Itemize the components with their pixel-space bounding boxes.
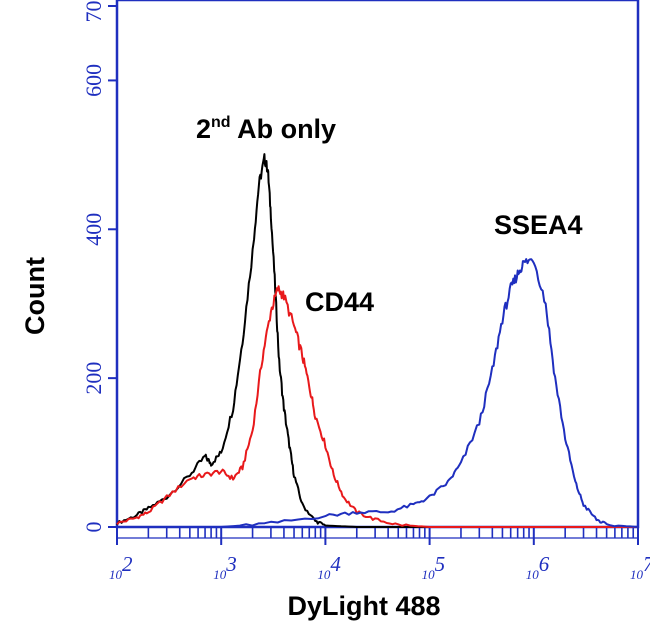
x-tick-label-base: 10 <box>317 567 331 582</box>
series-line <box>116 285 638 528</box>
x-tick-label-base: 10 <box>422 567 436 582</box>
x-tick-label: 107 <box>630 552 650 582</box>
y-tick-label: 600 <box>81 64 106 97</box>
x-tick-label: 104 <box>317 552 341 582</box>
y-tick-label: 200 <box>81 362 106 395</box>
annotation-2nd-ab-only: 2nd Ab only <box>196 114 336 144</box>
y-tick-label: 400 <box>81 213 106 246</box>
y-tick-label: 700 <box>81 0 106 23</box>
annotation-2nd-ab-only-num: 2 <box>196 114 211 144</box>
series-line <box>116 153 638 528</box>
x-tick-label: 105 <box>422 552 446 582</box>
plot-area: 0200400600700102103104105106107 <box>81 0 650 582</box>
series-line <box>117 258 639 528</box>
x-tick-label-exponent: 7 <box>643 552 650 576</box>
annotation-cd44: CD44 <box>305 287 374 317</box>
annotation-2nd-ab-only-rest: Ab only <box>231 114 337 144</box>
y-axis-label: Count <box>20 257 50 335</box>
x-tick-label-base: 10 <box>630 567 644 582</box>
x-tick-label-exponent: 5 <box>435 552 446 576</box>
x-tick-label-base: 10 <box>109 567 123 582</box>
x-tick-label: 103 <box>213 552 237 582</box>
x-axis-label: DyLight 488 <box>287 591 440 621</box>
x-tick-label-exponent: 3 <box>225 552 237 576</box>
x-tick-label: 102 <box>109 552 133 582</box>
annotation-2nd-ab-only-sup: nd <box>211 114 231 131</box>
x-tick-label-exponent: 2 <box>122 552 133 576</box>
plot-frame <box>115 0 640 529</box>
x-tick-label-exponent: 6 <box>539 552 550 576</box>
x-tick-label: 106 <box>526 552 550 582</box>
y-tick-label: 0 <box>81 522 106 533</box>
x-tick-label-base: 10 <box>213 567 227 582</box>
x-tick-label-base: 10 <box>526 567 540 582</box>
annotation-ssea4: SSEA4 <box>494 210 583 240</box>
x-tick-label-exponent: 4 <box>330 552 341 576</box>
